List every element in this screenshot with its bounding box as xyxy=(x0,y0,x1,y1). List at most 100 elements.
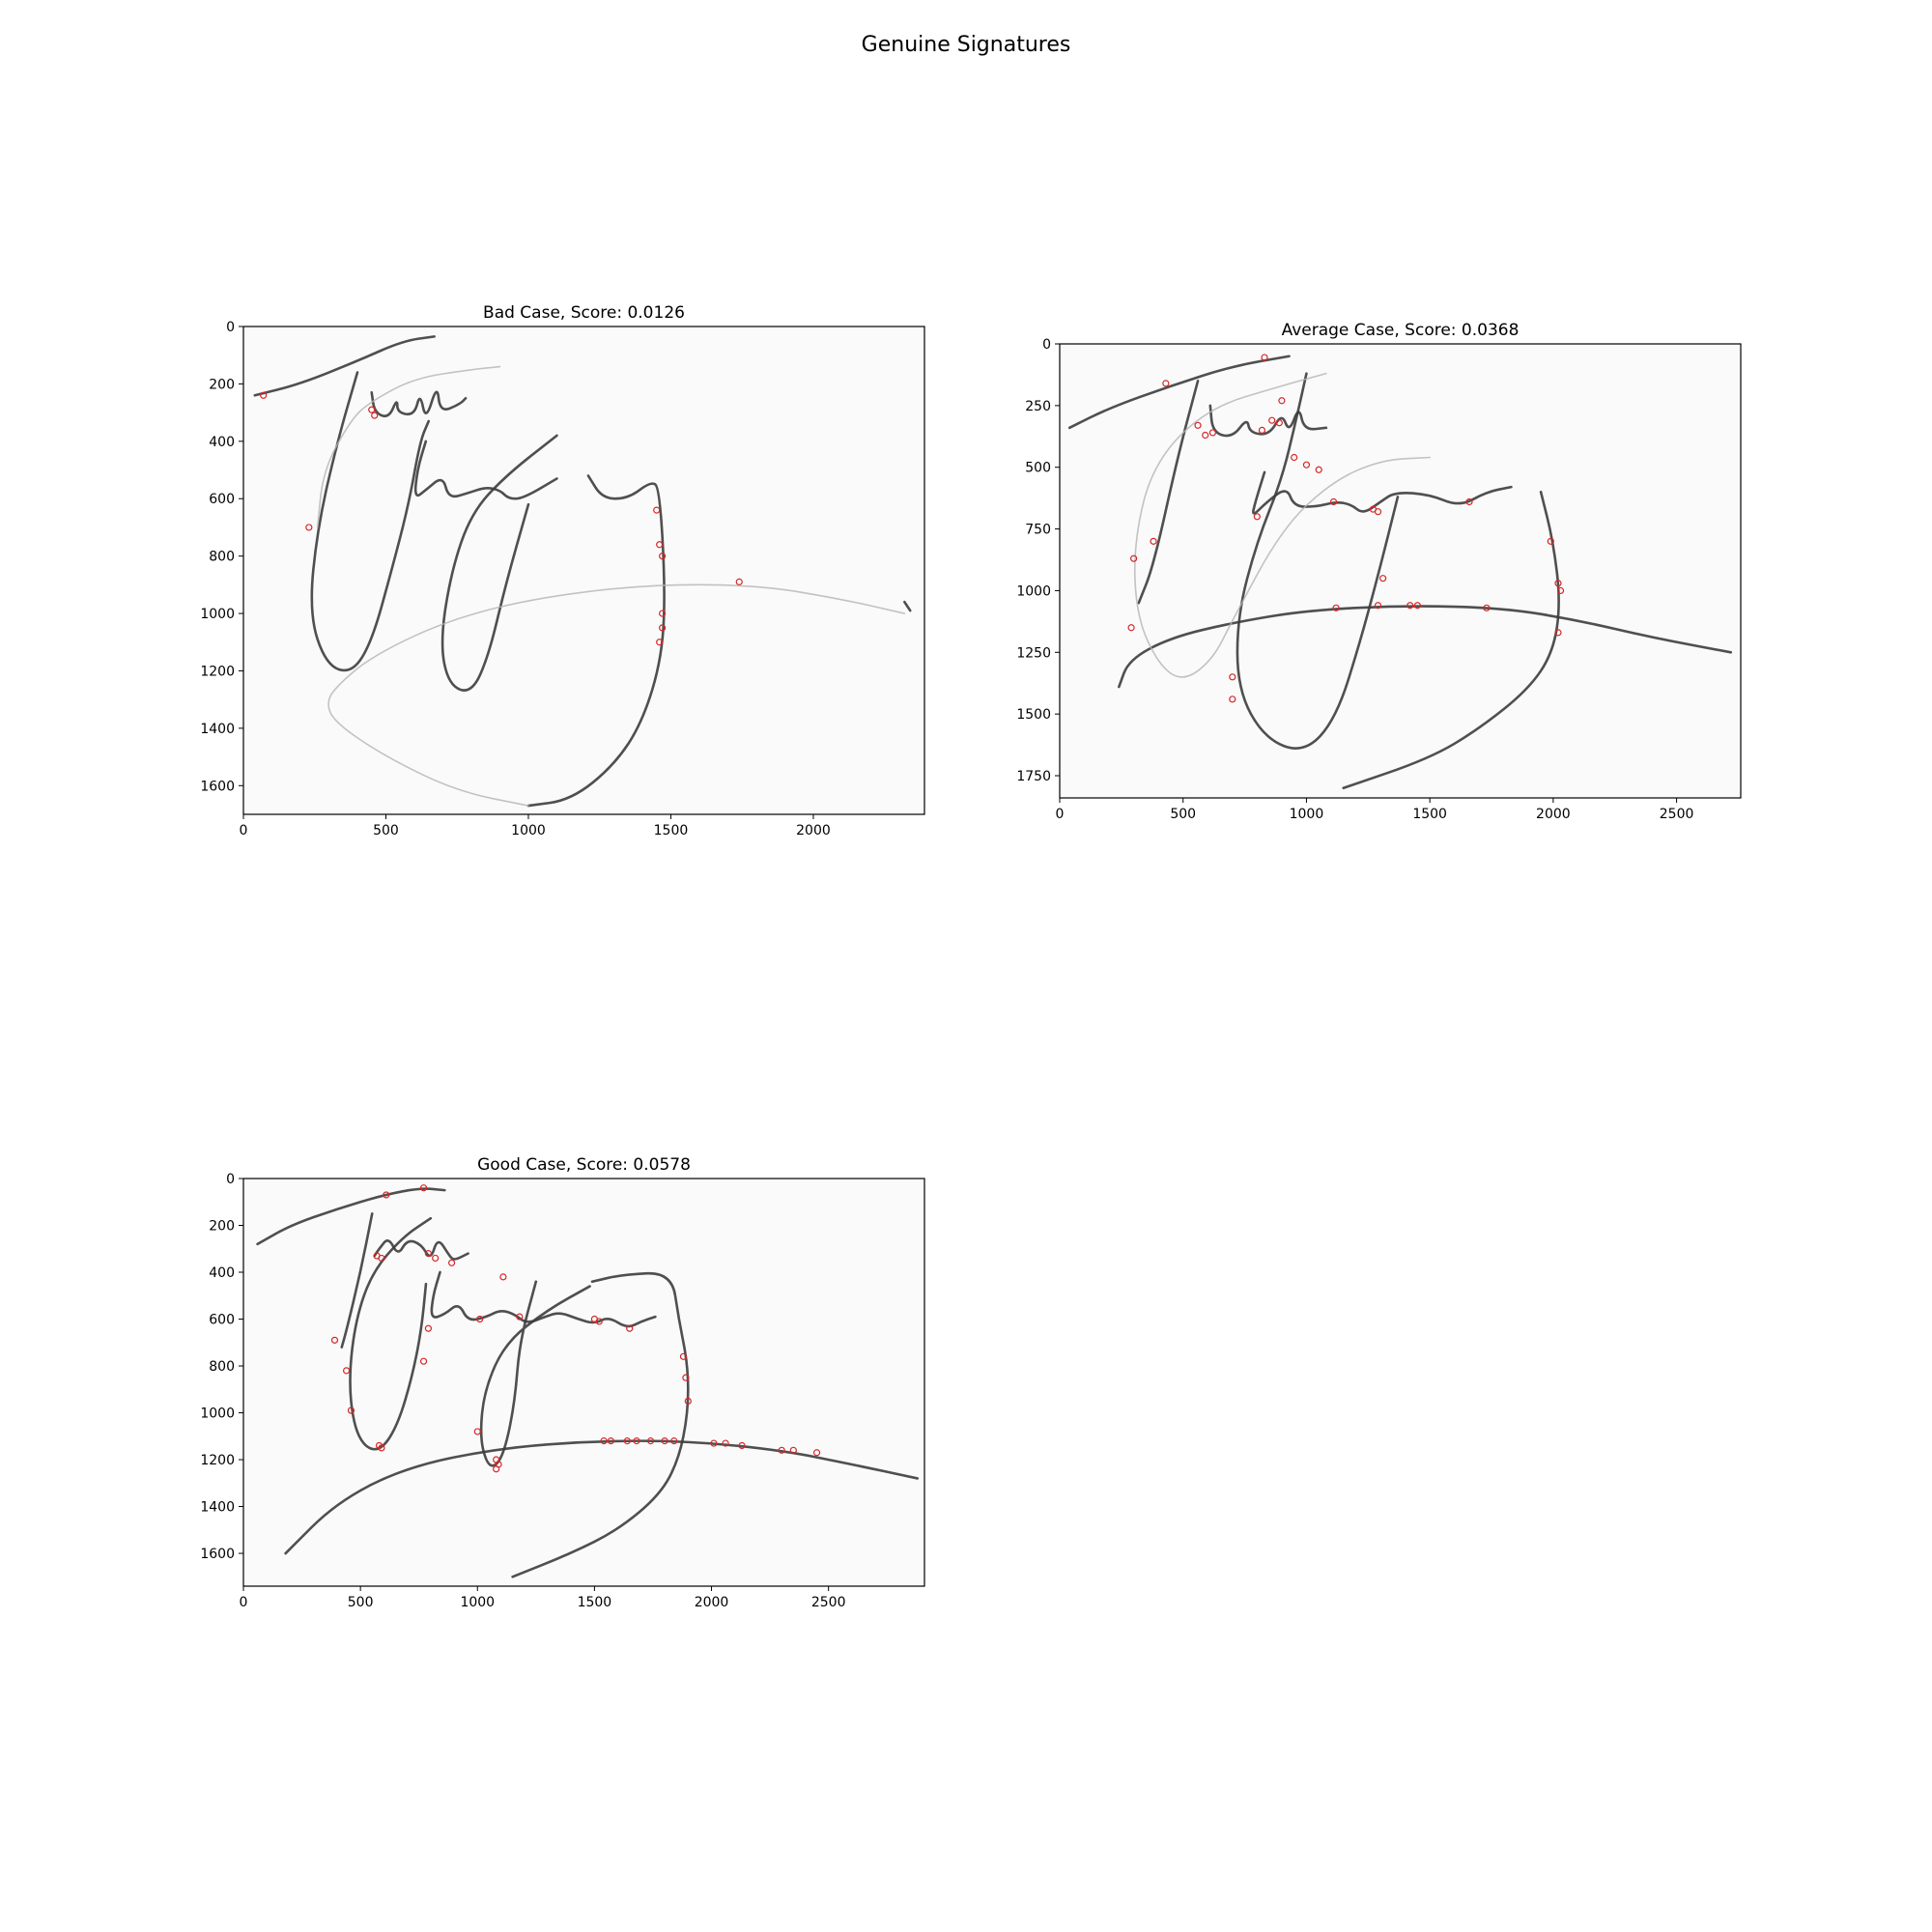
signature-image-bad-case xyxy=(243,327,924,814)
keypoint-marker xyxy=(656,541,664,549)
keypoint-marker xyxy=(1278,397,1286,405)
y-tick-label: 1250 xyxy=(1016,645,1051,661)
keypoint-marker xyxy=(623,1437,631,1445)
y-tick-label: 400 xyxy=(209,435,235,450)
keypoint-marker xyxy=(735,578,743,585)
keypoint-marker xyxy=(1229,673,1236,681)
y-tick-label: 1750 xyxy=(1016,769,1051,784)
signature-strokes xyxy=(1067,355,1733,790)
signature-stroke xyxy=(1236,372,1400,750)
keypoint-marker xyxy=(1229,696,1236,703)
keypoint-marker xyxy=(305,524,313,531)
keypoint-marker xyxy=(368,406,376,413)
y-tick-label: 800 xyxy=(209,1359,235,1375)
axes-frame xyxy=(242,326,925,815)
x-tick-label: 1000 xyxy=(1290,807,1324,822)
keypoint-marker xyxy=(1302,461,1311,469)
y-tick-label: 1200 xyxy=(200,664,235,679)
signature-stroke xyxy=(349,1216,433,1451)
keypoint-marker xyxy=(378,1444,385,1452)
keypoint-marker xyxy=(342,1367,351,1375)
keypoint-marker xyxy=(476,1315,484,1323)
signature-stroke xyxy=(413,440,558,500)
y-tick-label: 200 xyxy=(209,377,235,392)
keypoint-marker xyxy=(1374,602,1382,610)
y-tick-label: 800 xyxy=(209,550,235,565)
subplot-good-case: 0 500 1000 1500 2000 2500 0 200 400 600 800 1000 120… xyxy=(200,1155,925,1610)
x-tick-label: 500 xyxy=(348,1595,374,1610)
keypoint-marker xyxy=(1202,431,1209,440)
keypoint-marker xyxy=(1556,586,1565,595)
keypoint-marker xyxy=(595,1318,603,1325)
signature-stroke xyxy=(1118,605,1733,689)
x-tick-label: 2500 xyxy=(1660,807,1694,822)
signature-stroke xyxy=(511,1271,690,1578)
x-tick-label: 1000 xyxy=(460,1595,495,1610)
keypoint-marker xyxy=(347,1406,355,1414)
keypoint-marker xyxy=(600,1437,608,1445)
keypoint-markers xyxy=(1127,354,1565,703)
keypoint-marker xyxy=(646,1437,655,1445)
keypoint-marker xyxy=(778,1446,785,1454)
y-tick-label: 1600 xyxy=(200,779,235,794)
keypoint-marker xyxy=(1253,513,1261,521)
keypoint-marker xyxy=(473,1428,481,1435)
y-tick-label: 500 xyxy=(1025,461,1051,476)
keypoint-marker xyxy=(424,1250,432,1258)
keypoint-marker xyxy=(1406,602,1414,610)
keypoint-marker xyxy=(1374,508,1382,516)
y-tick-label: 0 xyxy=(226,320,235,335)
y-tick-label: 400 xyxy=(209,1265,235,1281)
signature-stroke xyxy=(370,390,468,418)
keypoint-marker xyxy=(1162,380,1170,387)
keypoint-marker xyxy=(1554,580,1562,587)
keypoint-marker xyxy=(789,1446,797,1454)
subplot-bad-case: 0 500 1000 1500 2000 0 200 400 600 800 1000 1200 140… xyxy=(200,303,925,838)
x-tick-label: 0 xyxy=(240,823,248,838)
keypoint-marker xyxy=(1150,537,1157,545)
y-tick-label: 0 xyxy=(226,1172,235,1187)
signature-stroke xyxy=(284,1439,920,1555)
signature-stroke xyxy=(903,600,912,612)
keypoint-marker xyxy=(448,1259,456,1266)
y-tick-label: 200 xyxy=(209,1219,235,1235)
keypoint-marker xyxy=(419,1357,428,1365)
y-tick-label: 1000 xyxy=(1016,583,1051,599)
keypoint-marker xyxy=(607,1437,614,1445)
x-tick-label: 2500 xyxy=(811,1595,846,1610)
keypoint-marker xyxy=(679,1352,688,1360)
keypoint-marker xyxy=(659,624,667,632)
keypoint-marker xyxy=(424,1324,432,1332)
subplot-title: Good Case, Score: 0.0578 xyxy=(477,1155,691,1175)
signature-stroke xyxy=(253,335,436,397)
signature-stroke xyxy=(310,371,431,672)
subplot-title: Bad Case, Score: 0.0126 xyxy=(483,303,685,323)
keypoint-marker xyxy=(653,506,661,514)
keypoint-marker xyxy=(1465,497,1473,506)
keypoint-marker xyxy=(661,1437,668,1445)
y-tick-label: 0 xyxy=(1042,337,1051,353)
signature-stroke xyxy=(1133,372,1431,678)
keypoint-marker xyxy=(722,1439,729,1447)
x-tick-label: 1500 xyxy=(1412,807,1447,822)
keypoint-marker xyxy=(682,1374,690,1381)
keypoint-marker xyxy=(1291,453,1298,462)
x-tick-label: 0 xyxy=(1056,807,1065,822)
keypoint-marker xyxy=(1275,419,1283,427)
x-tick-label: 500 xyxy=(1170,807,1196,822)
keypoint-marker xyxy=(1130,554,1138,562)
y-tick-label: 750 xyxy=(1025,523,1051,538)
signature-strokes xyxy=(253,335,912,808)
keypoint-marker xyxy=(1379,575,1387,582)
signature-stroke xyxy=(1342,490,1560,790)
y-tick-label: 1400 xyxy=(200,722,235,737)
signature-stroke xyxy=(373,1239,469,1261)
keypoint-marker xyxy=(493,1465,500,1473)
keypoint-markers xyxy=(330,1184,821,1473)
keypoint-marker xyxy=(710,1439,718,1447)
y-tick-label: 1000 xyxy=(200,1406,235,1422)
keypoint-marker xyxy=(260,391,268,399)
keypoint-marker xyxy=(516,1313,524,1321)
keypoint-marker xyxy=(633,1437,640,1445)
